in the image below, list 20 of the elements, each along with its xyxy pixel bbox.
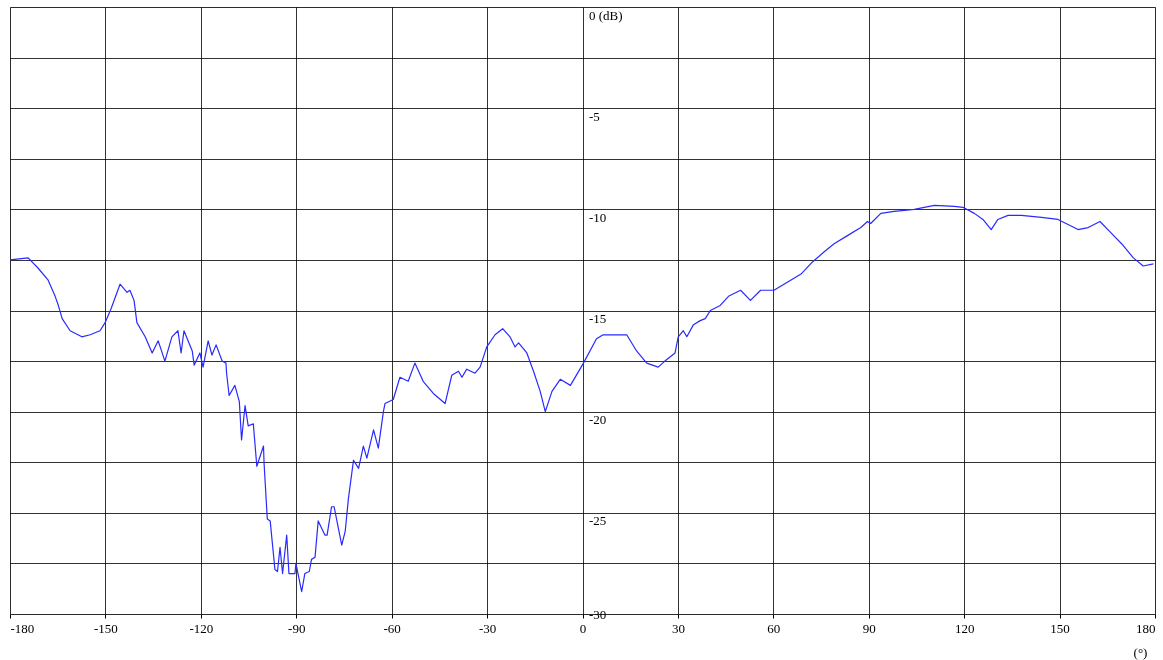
x-tick-label: 120: [954, 620, 975, 636]
y-tick-label: -5: [589, 108, 600, 124]
x-tick-label: -150: [93, 620, 118, 636]
x-tick-label: -30: [478, 620, 497, 636]
x-tick-label: -60: [383, 620, 401, 636]
x-tick-label: -120: [189, 620, 214, 636]
y-tick-label: 0 (dB): [589, 7, 623, 23]
x-tick-label: -90: [288, 620, 306, 636]
y-tick-label: -20: [589, 412, 607, 428]
x-tick-label: 90: [862, 620, 876, 636]
x-tick-label: -180: [10, 620, 35, 636]
x-tick-label: 150: [1050, 620, 1070, 636]
y-tick-label: -10: [589, 209, 607, 225]
x-axis-title: (°): [1133, 644, 1148, 660]
x-tick-label: 60: [767, 620, 781, 636]
y-tick-label: -15: [589, 311, 607, 326]
x-tick-label: 30: [671, 620, 685, 636]
x-tick-label: 0: [579, 620, 587, 636]
y-tick-label: -25: [589, 513, 607, 529]
x-tick-label: 180: [1136, 620, 1156, 636]
